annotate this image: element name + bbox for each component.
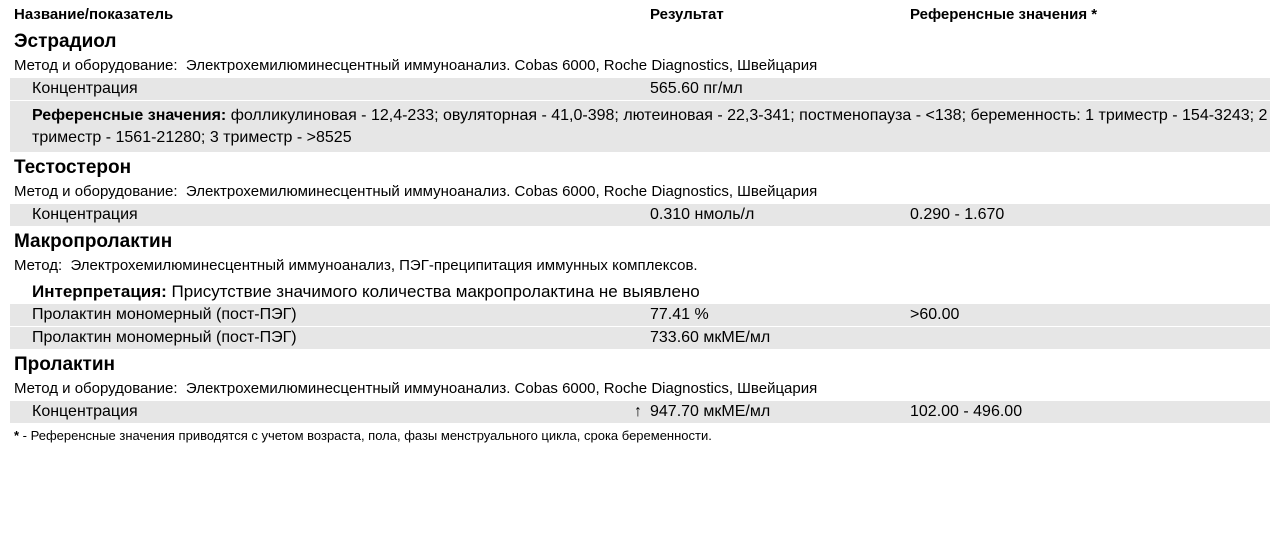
- row-macroprolactin-2: Пролактин мономерный (пост-ПЭГ) 733.60 м…: [10, 327, 1270, 349]
- footnote-text: - Референсные значения приводятся с учет…: [19, 428, 712, 443]
- row-result: 565.60 пг/мл: [650, 80, 910, 98]
- row-macroprolactin-1: Пролактин мономерный (пост-ПЭГ) 77.41 % …: [10, 304, 1270, 326]
- method-label: Метод:: [14, 257, 62, 274]
- method-label: Метод и оборудование:: [14, 183, 178, 200]
- section-title-prolactin: Пролактин: [10, 350, 1270, 378]
- method-estradiol: Метод и оборудование: Электрохемилюминес…: [10, 55, 1270, 78]
- row-name: Пролактин мономерный (пост-ПЭГ): [10, 306, 650, 324]
- row-result: 77.41 %: [650, 306, 910, 324]
- method-text: Электрохемилюминесцентный иммуноанализ. …: [186, 183, 817, 200]
- row-prolactin-conc: Концентрация ↑ 947.70 мкМЕ/мл 102.00 - 4…: [10, 401, 1270, 423]
- row-ref: 102.00 - 496.00: [910, 403, 1270, 421]
- header-name: Название/показатель: [10, 6, 650, 23]
- refnote-label: Референсные значения:: [32, 107, 226, 124]
- row-name: Концентрация: [10, 80, 650, 98]
- row-testosterone-conc: Концентрация 0.310 нмоль/л 0.290 - 1.670: [10, 204, 1270, 226]
- interpretation-macroprolactin: Интерпретация: Присутствие значимого кол…: [10, 278, 1270, 304]
- method-text: Электрохемилюминесцентный иммуноанализ. …: [186, 380, 817, 397]
- method-label: Метод и оборудование:: [14, 57, 178, 74]
- up-arrow-icon: ↑: [632, 403, 646, 421]
- section-title-estradiol: Эстрадиол: [10, 27, 1270, 55]
- column-headers: Название/показатель Результат Референсны…: [10, 4, 1270, 27]
- row-ref: 0.290 - 1.670: [910, 206, 1270, 224]
- method-macroprolactin: Метод: Электрохемилюминесцентный иммуноа…: [10, 255, 1270, 278]
- refnote-estradiol: Референсные значения: фолликулиновая - 1…: [10, 101, 1270, 152]
- section-title-testosterone: Тестостерон: [10, 153, 1270, 181]
- interp-text: Присутствие значимого количества макропр…: [172, 282, 700, 301]
- header-result: Результат: [650, 6, 910, 23]
- method-testosterone: Метод и оборудование: Электрохемилюминес…: [10, 181, 1270, 204]
- row-result-value: 947.70 мкМЕ/мл: [650, 403, 770, 421]
- row-ref: >60.00: [910, 306, 1270, 324]
- interp-label: Интерпретация:: [32, 282, 167, 301]
- row-name: Пролактин мономерный (пост-ПЭГ): [10, 329, 650, 347]
- row-result: 0.310 нмоль/л: [650, 206, 910, 224]
- header-ref: Референсные значения *: [910, 6, 1270, 23]
- footnote: * - Референсные значения приводятся с уч…: [10, 424, 1270, 443]
- method-text: Электрохемилюминесцентный иммуноанализ, …: [71, 257, 698, 274]
- row-estradiol-conc: Концентрация 565.60 пг/мл: [10, 78, 1270, 100]
- section-title-macroprolactin: Макропролактин: [10, 227, 1270, 255]
- row-name: Концентрация: [10, 403, 650, 421]
- method-prolactin: Метод и оборудование: Электрохемилюминес…: [10, 378, 1270, 401]
- method-label: Метод и оборудование:: [14, 380, 178, 397]
- row-name: Концентрация: [10, 206, 650, 224]
- row-result: 733.60 мкМЕ/мл: [650, 329, 910, 347]
- method-text: Электрохемилюминесцентный иммуноанализ. …: [186, 57, 817, 74]
- row-result: ↑ 947.70 мкМЕ/мл: [650, 403, 910, 421]
